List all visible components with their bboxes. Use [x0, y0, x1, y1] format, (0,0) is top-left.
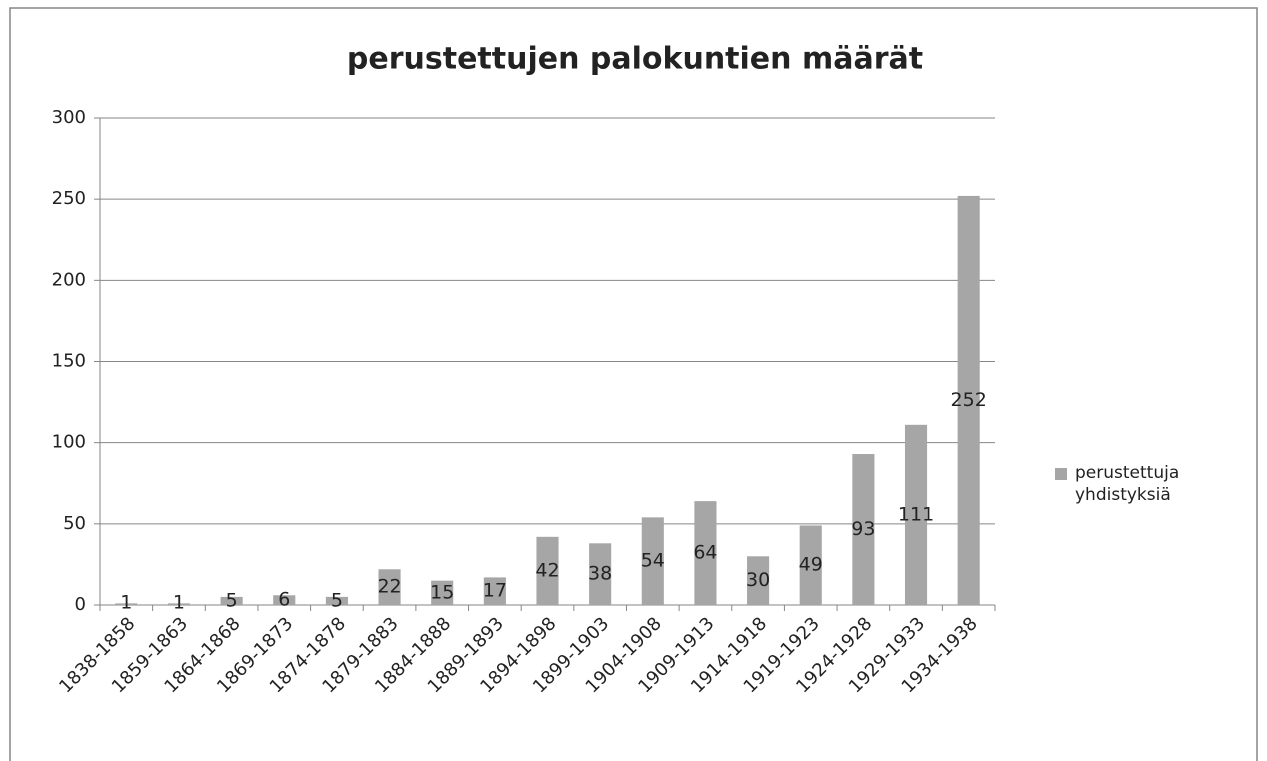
data-label: 38: [588, 563, 612, 585]
bar: [167, 603, 191, 605]
legend-swatch: [1055, 468, 1067, 480]
bar: [589, 543, 612, 605]
chart-border: [9, 7, 1258, 761]
y-tick-label: 100: [52, 432, 86, 453]
chart-title: perustettujen palokuntien määrät: [347, 42, 923, 77]
y-tick-label: 0: [75, 594, 86, 615]
bar: [325, 596, 348, 605]
bar: [483, 577, 506, 605]
y-tick-label: 200: [52, 269, 86, 290]
data-label: 1: [120, 592, 132, 614]
data-label: 111: [898, 503, 934, 525]
bar: [799, 525, 822, 605]
data-label: 17: [483, 580, 507, 602]
bar: [747, 556, 770, 605]
y-tick-label: 250: [52, 188, 86, 209]
y-tick-label: 300: [52, 107, 86, 128]
data-label: 30: [746, 569, 770, 591]
legend-label: perustettuja yhdistyksiä: [1075, 463, 1180, 505]
bar: [694, 501, 717, 605]
bar: [852, 454, 875, 605]
bar: [641, 517, 664, 605]
y-tick-label: 50: [63, 513, 86, 534]
data-label: 64: [693, 542, 717, 564]
data-label: 93: [851, 518, 875, 540]
bar: [431, 580, 454, 605]
bar: [273, 595, 296, 605]
data-label: 5: [331, 589, 343, 611]
legend: perustettuja yhdistyksiä: [1055, 462, 1225, 506]
bar: [536, 536, 559, 605]
data-label: 15: [430, 581, 454, 603]
data-label: 42: [535, 559, 559, 581]
data-label: 49: [799, 554, 823, 576]
bar: [904, 424, 928, 605]
y-tick-label: 150: [52, 351, 86, 372]
bar: [378, 569, 401, 605]
bar: [220, 596, 243, 605]
bar: [957, 195, 980, 606]
data-label: 54: [641, 550, 665, 572]
bar: [115, 603, 138, 605]
data-label: 252: [951, 389, 987, 411]
data-label: 22: [377, 576, 401, 598]
data-label: 1: [173, 592, 185, 614]
data-label: 5: [226, 589, 238, 611]
data-label: 6: [278, 589, 290, 611]
